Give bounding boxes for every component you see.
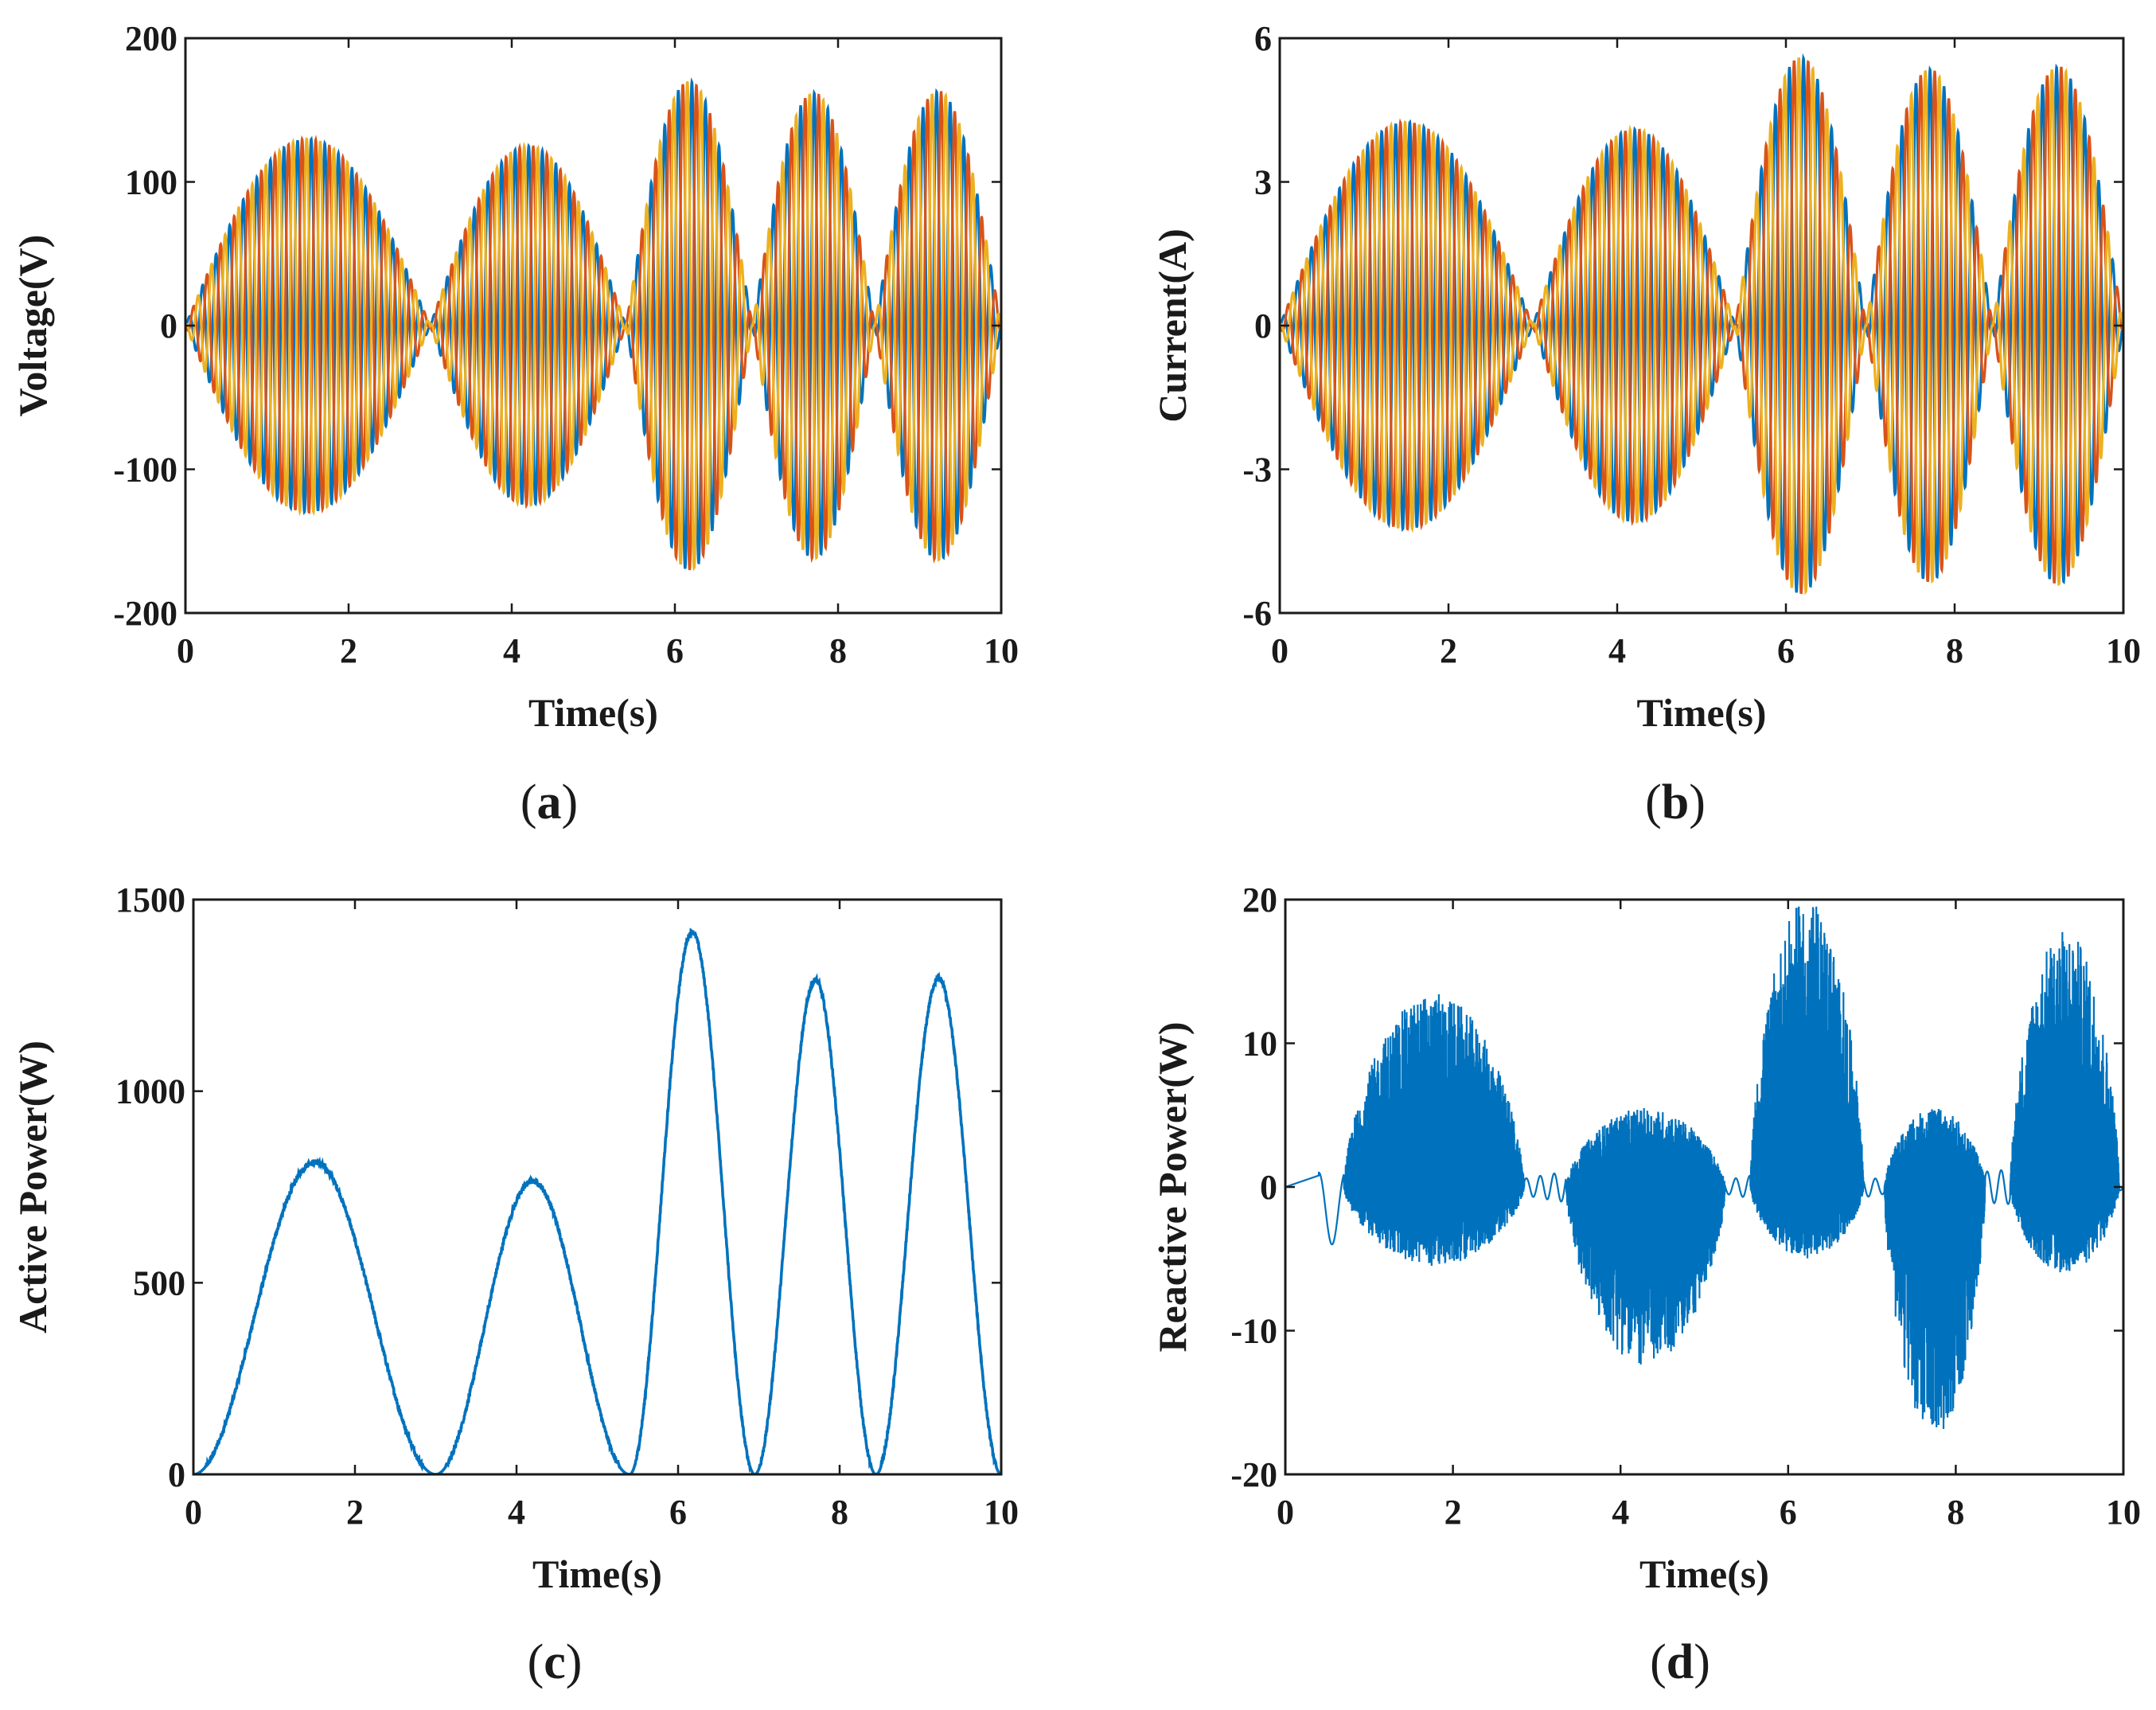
series-line-phase-c	[1280, 57, 2123, 595]
x-tick-label: 4	[1612, 1493, 1629, 1532]
y-axis-label: Voltage(V)	[10, 235, 55, 417]
panel-label: (b)	[1645, 775, 1706, 830]
y-axis-label: Reactive Power(W)	[1150, 1021, 1195, 1352]
y-tick-label: 0	[168, 1455, 185, 1494]
x-axis-label: Time(s)	[1639, 1552, 1769, 1596]
panel-label: (a)	[520, 775, 578, 830]
y-tick-label: 1500	[115, 880, 185, 919]
y-tick-label: 100	[125, 163, 177, 202]
y-tick-label: 1000	[115, 1072, 185, 1111]
y-tick-label: 10	[1242, 1025, 1277, 1064]
x-tick-label: 8	[1946, 631, 1963, 670]
y-tick-label: -3	[1242, 451, 1272, 490]
x-tick-label: 0	[177, 631, 194, 670]
series-line-phase-c	[185, 81, 1001, 572]
chart-panel-b: 0 2 4 6 8 10 -6 -3 0 3 6 Time(s) Current(A) (b)	[1150, 19, 2141, 830]
x-tick-label: 2	[340, 631, 357, 670]
panel-label: (d)	[1650, 1635, 1710, 1689]
x-tick-label: 4	[503, 631, 520, 670]
x-tick-label: 2	[1444, 1493, 1462, 1532]
axes-frame	[192, 898, 1003, 1476]
y-tick-label: -20	[1230, 1455, 1277, 1494]
y-axis-label: Active Power(W)	[10, 1040, 55, 1333]
y-tick-label: 0	[1260, 1168, 1277, 1207]
chart-panel-a: 0 2 4 6 8 10 -200 -100 0 100 200 Time(s) Voltage(V) (…	[10, 19, 1019, 830]
plot-area	[1280, 53, 2123, 595]
x-tick-label: 0	[1271, 631, 1289, 670]
y-tick-label: 20	[1242, 880, 1277, 919]
chart-panel-c: 0 2 4 6 8 10 0 500 1000 1500 Time(s) Active Power(W…	[10, 880, 1019, 1689]
y-tick-label: -100	[113, 451, 177, 490]
series-line-phase-a	[1280, 53, 2123, 593]
chart-panel-d: 0 2 4 6 8 10 -20 -10 0 10 20 Time(s) Reactive Power(…	[1150, 880, 2141, 1689]
plot-area	[185, 77, 1001, 572]
y-tick-label: 200	[125, 19, 177, 58]
panel-label: (c)	[528, 1635, 583, 1689]
x-tick-label: 10	[2106, 631, 2141, 670]
x-tick-label: 8	[831, 1493, 848, 1532]
x-tick-label: 10	[984, 631, 1019, 670]
x-tick-label: 6	[666, 631, 684, 670]
plot-area	[193, 927, 1001, 1474]
x-tick-label: 0	[1277, 1493, 1294, 1532]
y-axis-label: Current(A)	[1150, 228, 1195, 422]
x-axis-label: Time(s)	[1637, 690, 1767, 735]
series-line-phase-b	[1280, 60, 2123, 595]
x-tick-label: 8	[829, 631, 847, 670]
x-tick-label: 0	[185, 1493, 202, 1532]
series-line-phase-b	[185, 83, 1001, 571]
x-tick-label: 4	[1608, 631, 1626, 670]
x-tick-label: 8	[1947, 1493, 1964, 1532]
x-tick-label: 6	[669, 1493, 687, 1532]
y-tick-label: 500	[133, 1263, 185, 1302]
y-tick-label: -6	[1242, 594, 1272, 633]
y-tick-label: -10	[1230, 1312, 1277, 1351]
y-tick-label: 6	[1254, 19, 1272, 58]
x-tick-label: 2	[1440, 631, 1457, 670]
y-tick-label: -200	[113, 594, 177, 633]
y-tick-label: 0	[160, 306, 177, 346]
x-tick-label: 6	[1777, 631, 1795, 670]
y-tick-label: 0	[1254, 306, 1272, 346]
series-line-phase-a	[185, 77, 1001, 569]
series-line-active-power	[193, 927, 1001, 1474]
x-tick-label: 6	[1780, 1493, 1797, 1532]
x-tick-label: 10	[2106, 1493, 2141, 1532]
x-axis-label: Time(s)	[528, 690, 658, 735]
x-tick-label: 2	[346, 1493, 364, 1532]
series-line-reactive-power	[1285, 906, 2123, 1429]
x-tick-label: 4	[508, 1493, 525, 1532]
plot-area	[1285, 906, 2123, 1429]
x-tick-label: 10	[984, 1493, 1019, 1532]
x-axis-label: Time(s)	[532, 1552, 662, 1596]
y-tick-label: 3	[1254, 163, 1272, 202]
